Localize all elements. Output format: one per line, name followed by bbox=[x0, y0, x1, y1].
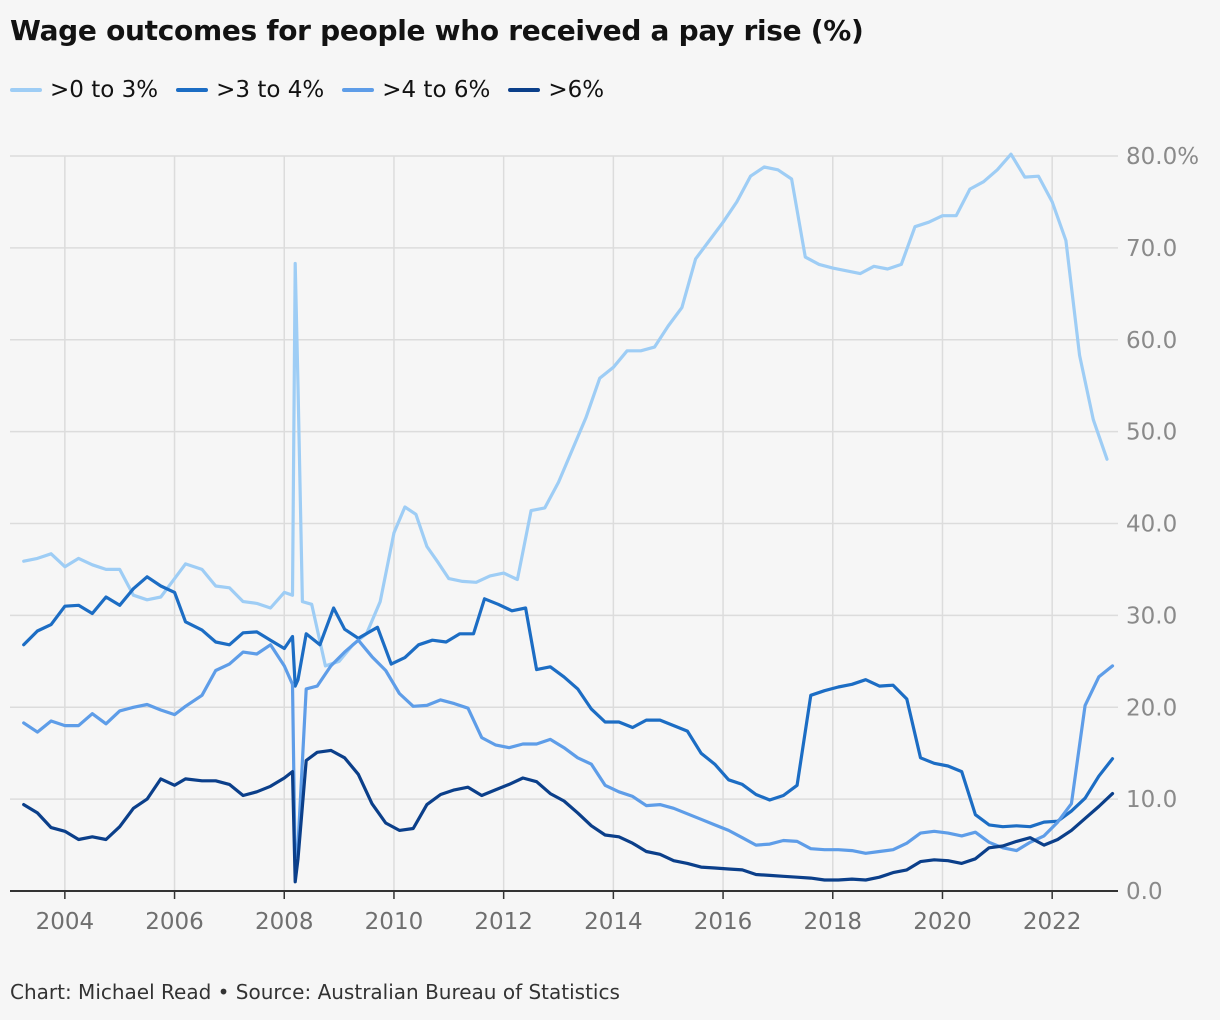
series-line-3-4 bbox=[22, 575, 1115, 829]
legend-label-4-6: >4 to 6% bbox=[382, 77, 491, 103]
x-tick-label: 2020 bbox=[913, 909, 972, 935]
y-tick-label: 80.0% bbox=[1126, 144, 1199, 170]
axes: 0.0 10.0 20.0 30.0 40.0 50.0 60.0 70.0 80.0% 2004… bbox=[10, 144, 1199, 935]
x-tick-label: 2010 bbox=[365, 909, 424, 935]
series-line-4-6 bbox=[22, 638, 1115, 870]
legend-swatch-6-plus bbox=[508, 88, 541, 92]
y-tick-label: 0.0 bbox=[1126, 879, 1163, 905]
legend-item-4-6: >4 to 6% bbox=[342, 77, 490, 103]
legend-label-3-4: >3 to 4% bbox=[216, 77, 325, 103]
line-chart: 0.0 10.0 20.0 30.0 40.0 50.0 60.0 70.0 80.0% 2004… bbox=[10, 144, 1199, 935]
legend-swatch-3-4 bbox=[176, 88, 209, 92]
legend-item-6-plus: >6% bbox=[508, 77, 604, 103]
y-tick-label: 60.0 bbox=[1126, 328, 1177, 354]
legend: >0 to 3% >3 to 4% >4 to 6% >6% bbox=[10, 77, 604, 103]
series-line-6-plus bbox=[22, 748, 1115, 884]
x-tick-label: 2018 bbox=[803, 909, 862, 935]
y-tick-label: 10.0 bbox=[1126, 787, 1177, 813]
x-tick-label: 2022 bbox=[1023, 909, 1082, 935]
x-tick-label: 2012 bbox=[474, 909, 533, 935]
y-tick-label: 30.0 bbox=[1126, 603, 1177, 629]
x-tick-label: 2016 bbox=[694, 909, 753, 935]
gridlines bbox=[10, 155, 1118, 891]
series-lines bbox=[22, 152, 1115, 884]
source-note: Chart: Michael Read • Source: Australian… bbox=[10, 980, 620, 1004]
x-tick-label: 2006 bbox=[145, 909, 204, 935]
x-tick-label: 2008 bbox=[255, 909, 314, 935]
y-tick-label: 70.0 bbox=[1126, 236, 1177, 262]
legend-swatch-0-3 bbox=[10, 88, 42, 92]
y-tick-label: 40.0 bbox=[1126, 512, 1177, 538]
legend-swatch-4-6 bbox=[342, 88, 375, 92]
y-tick-label: 20.0 bbox=[1126, 695, 1177, 721]
legend-label-6-plus: >6% bbox=[548, 77, 605, 103]
y-tick-label: 50.0 bbox=[1126, 420, 1177, 446]
chart-title: Wage outcomes for people who received a … bbox=[10, 14, 864, 47]
series-line-0-3 bbox=[22, 152, 1109, 668]
legend-label-0-3: >0 to 3% bbox=[50, 77, 159, 103]
legend-item-0-3: >0 to 3% bbox=[10, 77, 158, 103]
x-tick-label: 2014 bbox=[584, 909, 643, 935]
legend-item-3-4: >3 to 4% bbox=[176, 77, 324, 103]
x-tick-label: 2004 bbox=[36, 909, 95, 935]
